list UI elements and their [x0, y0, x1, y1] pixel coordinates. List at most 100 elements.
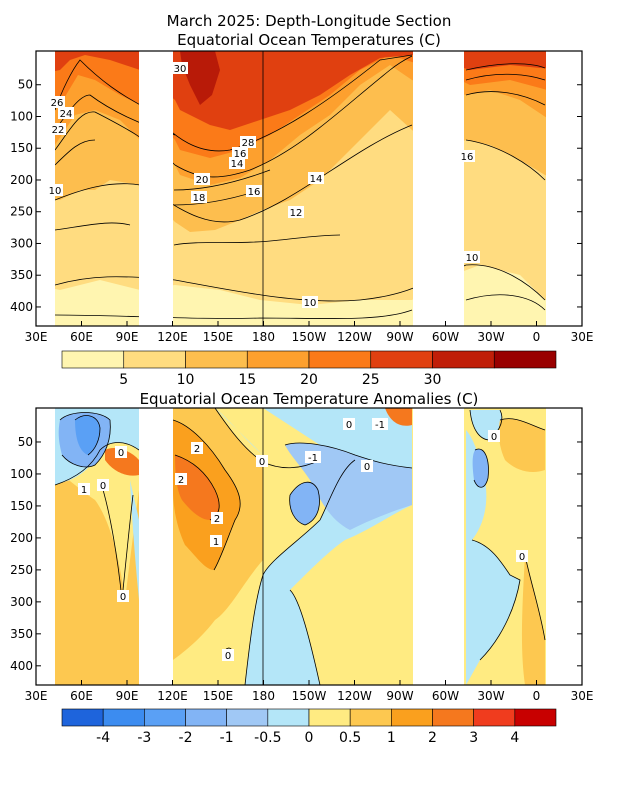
contour-label-bg: [191, 191, 207, 203]
contour-label-bg: [464, 251, 480, 263]
colorbar-swatch: [432, 708, 474, 727]
colorbar-swatch: [308, 708, 351, 727]
x-tick-label: 0: [533, 689, 541, 703]
contour-label-bg: [115, 446, 127, 458]
colorbar-swatch: [185, 350, 248, 369]
colorbar-label: 25: [362, 372, 380, 388]
x-tick-label: 90W: [386, 689, 413, 703]
contour-label: 18: [193, 193, 206, 204]
colorbar-swatch: [473, 708, 516, 727]
anomaly-field: [36, 408, 582, 685]
colorbar-label: 0.5: [339, 730, 361, 746]
y-tick-label: 350: [10, 627, 33, 641]
colorbar-label: -3: [137, 730, 151, 746]
colorbar-label: -1: [220, 730, 234, 746]
y-tick-label: 400: [10, 300, 33, 314]
colorbar-swatch: [123, 350, 186, 369]
y-tick-label: 350: [10, 268, 33, 282]
contour-label-bg: [459, 150, 475, 162]
colorbar-swatch: [246, 350, 310, 369]
colorbar-swatch: [61, 350, 125, 369]
temperature-field: [36, 51, 582, 326]
contour-label: 0: [346, 420, 352, 431]
contour-label-bg: [172, 62, 188, 74]
contour-label: 10: [304, 298, 317, 309]
contour-label: 30: [174, 64, 187, 75]
colorbar-label: 4: [510, 730, 519, 746]
y-tick-label: 250: [10, 563, 33, 577]
anom-neg-indian-core: [75, 415, 100, 455]
contour-label-bg: [343, 418, 355, 430]
contour-label-bg: [288, 206, 304, 218]
contour-label-bg: [308, 172, 324, 184]
colorbar-label: 3: [469, 730, 478, 746]
colorbar-swatch: [308, 350, 372, 369]
anom-neg-central-deep: [285, 443, 412, 530]
top-colorbar: 5 10 15 20 25 30: [61, 350, 557, 388]
x-tick-label: 60W: [432, 689, 459, 703]
contour-label: 14: [310, 174, 323, 185]
contour-label: 2: [194, 444, 200, 455]
colorbar-swatch: [185, 708, 227, 727]
x-tick-label: 60E: [70, 689, 93, 703]
y-tick-label: 300: [10, 595, 33, 609]
contour-label: 0: [364, 462, 370, 473]
colorbar-label: 20: [300, 372, 318, 388]
contour-label-bg: [78, 483, 90, 495]
anom-land-mask-americas: [413, 408, 464, 685]
x-tick-label: 120W: [337, 330, 372, 344]
land-mask-indonesia: [139, 51, 173, 326]
anom-neg-atlantic-deep: [472, 449, 489, 488]
contour-label-bg: [240, 136, 256, 148]
colorbar-label: -2: [179, 730, 193, 746]
contour-label: 2: [214, 514, 220, 525]
anom-neg-central-core: [289, 482, 320, 525]
colorbar-label: 2: [428, 730, 437, 746]
colorbar-label: 1: [387, 730, 396, 746]
x-tick-label: 30E: [25, 689, 48, 703]
contour-label-bg: [211, 512, 223, 524]
colorbar-swatch: [102, 708, 145, 727]
colorbar-swatch: [267, 708, 310, 727]
colorbar-label: -4: [96, 730, 110, 746]
bottom-x-axis: 30E 60E 90E 120E 150E 180 150W 120W 90W 60W 30W 0 30…: [25, 680, 593, 703]
contour-label: 20: [196, 175, 209, 186]
contour-label-bg: [117, 590, 129, 602]
anom-hot-indian: [105, 448, 139, 476]
contour-label-bg: [191, 442, 203, 454]
contour-label-bg: [246, 185, 262, 197]
x-tick-label: 120E: [157, 330, 188, 344]
contour-label-bg: [49, 96, 65, 108]
contour-label: 0: [491, 432, 497, 443]
x-tick-label: 90E: [116, 689, 139, 703]
top-x-axis: 30E 60E 90E 120E 150E 180 150W 120W 90W 60W 30W 0 30…: [25, 321, 594, 344]
contour-label: 16: [234, 149, 247, 160]
x-tick-label: 30E: [571, 330, 594, 344]
contour-label: 0: [225, 651, 231, 662]
contour-label-bg: [222, 649, 234, 661]
colorbar-swatch: [514, 708, 557, 727]
contour-label-bg: [302, 296, 318, 308]
contour-label: 16: [248, 187, 261, 198]
colorbar-swatch: [370, 350, 433, 369]
contour-label: 22: [52, 125, 65, 136]
contour-label-bg: [194, 173, 210, 185]
x-tick-label: 60W: [432, 330, 459, 344]
colorbar-swatch: [391, 708, 433, 727]
colorbar-swatch: [349, 708, 392, 727]
colorbar-swatch: [432, 350, 495, 369]
contour-label-bg: [372, 418, 388, 430]
anom-hot-west-pac: [175, 455, 220, 520]
chart-subtitle: Equatorial Ocean Temperatures (C): [177, 31, 441, 49]
contour-label: 0: [100, 481, 106, 492]
contour-label: 26: [51, 98, 64, 109]
y-tick-label: 100: [10, 467, 33, 481]
contour-label: 1: [81, 485, 87, 496]
contour-label: 16: [461, 152, 474, 163]
contour-label-bg: [488, 430, 500, 442]
contour-label-bg: [97, 479, 109, 491]
y-tick-label: 50: [18, 78, 33, 92]
contour-label-bg: [58, 107, 74, 119]
